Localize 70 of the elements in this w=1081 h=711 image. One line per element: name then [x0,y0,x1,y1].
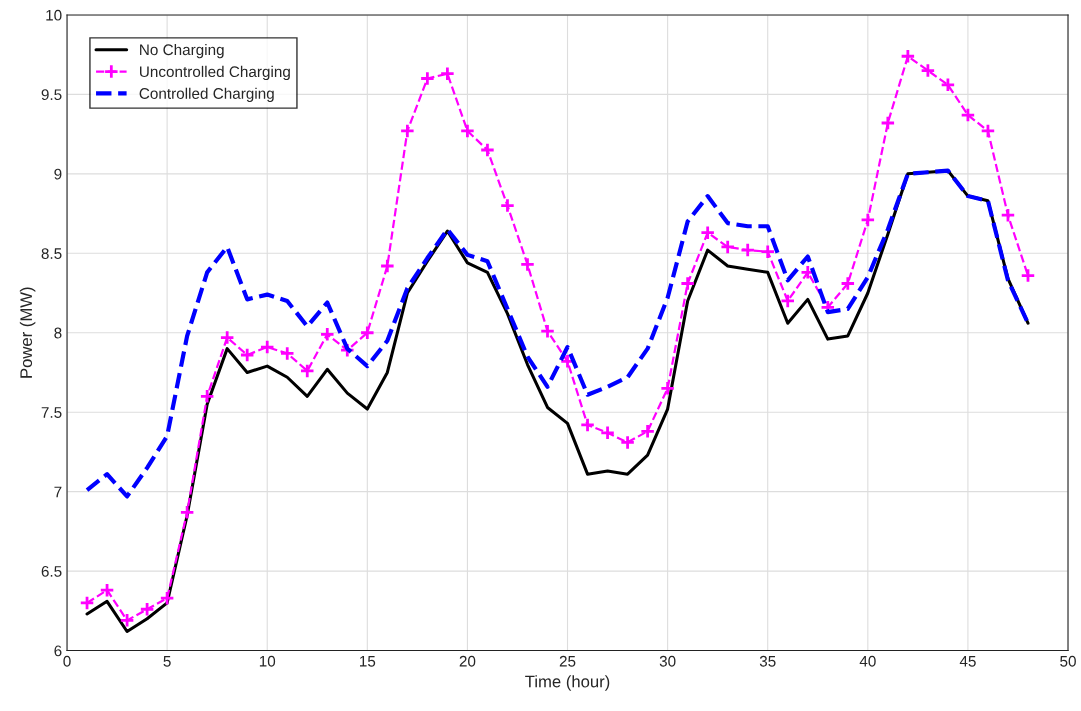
x-tick-label: 45 [959,655,976,667]
point [579,417,596,433]
x-tick-label: 35 [759,655,776,667]
point [359,325,375,341]
y-tick-label: 7.5 [41,407,62,418]
point [519,256,536,273]
point [1000,207,1016,223]
point [139,601,155,617]
point [379,258,395,274]
point [259,339,275,355]
point [239,347,255,363]
x-tick-label: 25 [559,655,576,667]
y-tick-label: 6 [54,645,62,657]
x-tick-label: 50 [1060,655,1076,667]
line-series [84,168,1031,499]
x-tick-label: 10 [259,655,276,667]
point [219,329,235,346]
point [279,345,295,362]
point [599,425,616,441]
point [760,244,776,260]
y-tick-label: 7 [54,486,62,498]
x-tick-label: 40 [859,655,876,667]
point [1020,267,1036,284]
point [980,123,996,139]
point [639,423,656,439]
point [940,77,956,93]
legend-label: Controlled Charging [139,87,274,102]
point [720,239,736,255]
point [860,212,876,228]
point [159,590,175,606]
point [299,363,315,379]
x-tick-label: 30 [659,655,676,667]
point [920,62,936,79]
x-tick-label: 20 [459,655,476,667]
point [539,323,556,339]
point [619,434,636,451]
y-tick-label: 8 [54,327,62,339]
point [439,66,456,82]
point [419,70,436,87]
point [479,142,496,158]
point [840,275,856,292]
point [680,275,696,292]
point [179,504,195,520]
point [199,388,215,404]
point [960,107,976,123]
x-tick-label: 15 [359,655,376,667]
point [740,242,756,258]
point [900,48,916,64]
point [780,293,796,309]
point [700,225,716,241]
legend-label: Uncontrolled Charging [140,65,290,81]
point [880,115,896,131]
point [119,612,135,629]
y-tick-label: 6.5 [41,565,62,577]
point [459,123,476,139]
point [399,123,415,139]
point [79,595,95,611]
point [319,326,335,342]
x-tick-label: 5 [163,655,171,667]
legend-label: No Charging [140,43,224,59]
x-tick-label: 0 [63,655,71,667]
y-axis-title: Power (MW) [19,287,36,378]
point [99,582,115,598]
y-tick-label: 8.5 [41,248,62,259]
y-tick-label: 9 [54,168,62,180]
x-axis-title: Time (hour) [525,675,610,691]
point [659,380,676,397]
y-tick-label: 10 [46,9,62,21]
point [499,197,516,214]
y-tick-label: 9.5 [41,89,62,101]
